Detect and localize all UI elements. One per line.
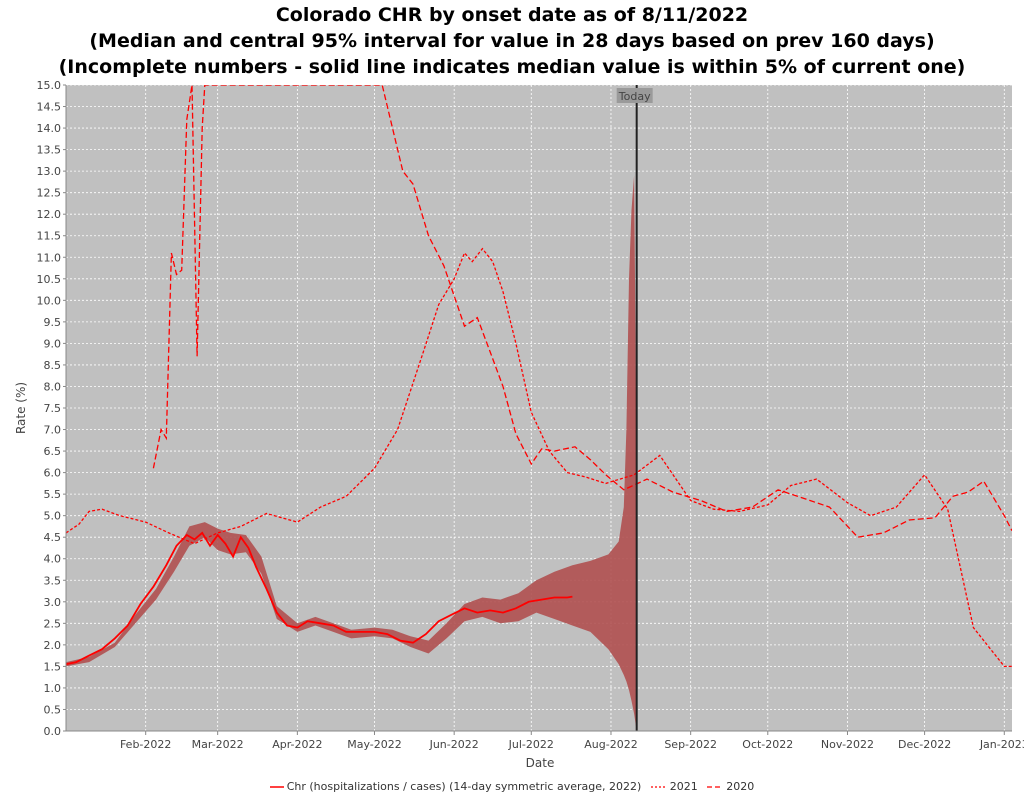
x-tick-label: May-2022 <box>347 738 402 751</box>
series-line-2022 <box>66 531 573 666</box>
y-tick-label: 3.5 <box>44 574 62 587</box>
y-tick-label: 8.5 <box>44 359 62 372</box>
x-tick-label: Feb-2022 <box>120 738 171 751</box>
x-tick-label: Oct-2022 <box>742 738 793 751</box>
y-tick-label: 0.5 <box>44 703 62 716</box>
y-tick-label: 11.0 <box>37 251 62 264</box>
y-tick-label: 5.5 <box>44 488 62 501</box>
y-tick-label: 2.0 <box>44 639 62 652</box>
y-tick-label: 4.5 <box>44 531 62 544</box>
y-tick-label: 1.5 <box>44 660 62 673</box>
chart-title-line-1: Colorado CHR by onset date as of 8/11/20… <box>275 4 749 26</box>
x-tick-label: Sep-2022 <box>664 738 717 751</box>
y-tick-label: 11.5 <box>37 230 62 243</box>
y-tick-label: 10.0 <box>37 294 62 307</box>
legend-label-2020: 2020 <box>726 780 755 793</box>
y-tick-label: 10.5 <box>37 273 62 286</box>
x-tick-label: Aug-2022 <box>584 738 637 751</box>
y-tick-label: 5.0 <box>44 510 62 523</box>
y-tick-label: 3.0 <box>44 596 62 609</box>
chart-title-line-3: (Incomplete numbers - solid line indicat… <box>58 56 966 78</box>
y-tick-label: 4.0 <box>44 553 62 566</box>
legend-swatch-dashed-short <box>650 786 667 788</box>
y-tick-label: 7.0 <box>44 424 62 437</box>
legend-swatch-dashed-long <box>707 786 724 788</box>
x-tick-label: Apr-2022 <box>272 738 322 751</box>
x-tick-label: Jan-2023 <box>979 738 1024 751</box>
today-label-bg <box>616 88 653 103</box>
y-tick-label: 12.5 <box>37 187 62 200</box>
y-tick-label: 9.0 <box>44 337 62 350</box>
series-line-2021 <box>66 247 1012 668</box>
y-tick-label: 12.0 <box>37 208 62 221</box>
y-tick-label: 14.5 <box>37 101 62 114</box>
y-tick-label: 15.0 <box>37 79 62 92</box>
legend-swatch-solid <box>269 786 284 788</box>
y-tick-label: 14.0 <box>37 122 62 135</box>
y-tick-label: 13.5 <box>37 144 62 157</box>
x-tick-label: Jun-2022 <box>429 738 479 751</box>
today-label: Today <box>618 90 651 103</box>
y-tick-label: 0.0 <box>44 725 62 738</box>
x-tick-label: Jul-2022 <box>508 738 554 751</box>
legend-label-2022: Chr (hospitalizations / cases) (14-day s… <box>286 780 642 793</box>
y-tick-label: 13.0 <box>37 165 62 178</box>
legend: Chr (hospitalizations / cases) (14-day s… <box>0 780 1024 793</box>
x-tick-label: Nov-2022 <box>821 738 874 751</box>
legend-item-2021: 2021 <box>650 780 698 793</box>
y-tick-label: 8.0 <box>44 380 62 393</box>
chart-canvas: Today 0.0 0.5 1.0 1.5 2.0 2.5 3.0 3.5 4.0 4.5 5.0 5… <box>14 79 1024 770</box>
y-tick-label: 9.5 <box>44 316 62 329</box>
y-tick-label: 6.5 <box>44 445 62 458</box>
chart-title-line-2: (Median and central 95% interval for val… <box>89 30 935 52</box>
x-tick-label: Mar-2022 <box>192 738 244 751</box>
y-axis-label: Rate (%) <box>14 382 28 434</box>
x-axis-label: Date <box>526 756 555 770</box>
y-tick-label: 1.0 <box>44 682 62 695</box>
legend-label-2021: 2021 <box>669 780 698 793</box>
legend-item-2020: 2020 <box>707 780 754 793</box>
series-line-2020 <box>152 85 1012 538</box>
y-tick-label: 2.5 <box>44 617 62 630</box>
y-tick-label: 6.0 <box>44 467 62 480</box>
y-tick-label: 7.5 <box>44 402 62 415</box>
chart-title: Colorado CHR by onset date as of 8/11/20… <box>0 0 1024 80</box>
legend-item-2022: Chr (hospitalizations / cases) (14-day s… <box>269 780 642 793</box>
x-tick-label: Dec-2022 <box>898 738 951 751</box>
